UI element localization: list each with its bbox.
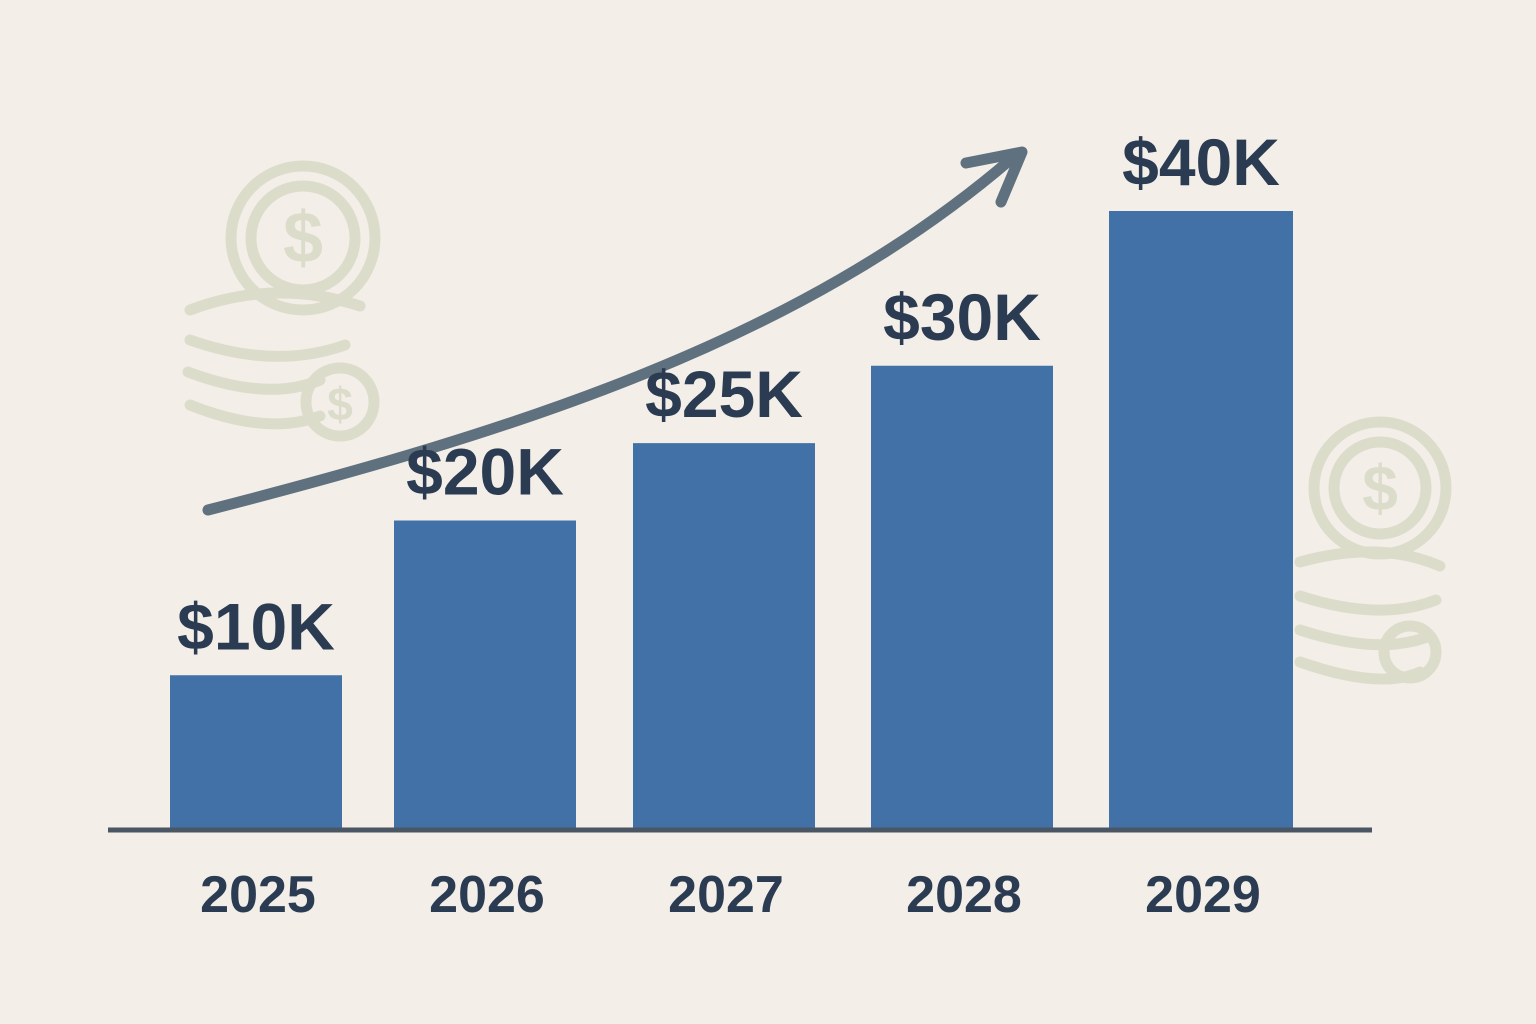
- x-tick-label-2025: 2025: [200, 866, 316, 924]
- x-tick-labels-layer: 2025 2026 2027 2028 2029: [200, 866, 1261, 924]
- bar-2029: [1109, 211, 1293, 830]
- x-tick-label-2027: 2027: [668, 866, 784, 924]
- svg-text:$: $: [327, 378, 353, 430]
- upward-curved-arrow-icon: [202, 146, 1028, 516]
- x-tick-label-2028: 2028: [906, 866, 1022, 924]
- x-tick-label-2026: 2026: [429, 866, 545, 924]
- bar-2028: [871, 365, 1053, 830]
- bar-2025: [170, 675, 342, 830]
- value-labels-layer: $10K $20K $25K $30K $40K: [177, 125, 1280, 663]
- dollar-coin-stack-icon: $: [1294, 416, 1452, 685]
- data-label-2025: $10K: [177, 589, 335, 663]
- bar-2026: [394, 520, 576, 830]
- data-label-2026: $20K: [406, 435, 564, 509]
- svg-text:$: $: [1362, 452, 1398, 524]
- data-label-2028: $30K: [883, 280, 1041, 354]
- data-label-2029: $40K: [1122, 125, 1280, 199]
- bars-layer: [170, 211, 1293, 830]
- dollar-coin-stack-icon: $ $: [182, 160, 381, 442]
- svg-text:$: $: [283, 198, 323, 278]
- x-tick-label-2029: 2029: [1145, 866, 1261, 924]
- bar-2027: [633, 443, 815, 830]
- data-label-2027: $25K: [645, 357, 803, 431]
